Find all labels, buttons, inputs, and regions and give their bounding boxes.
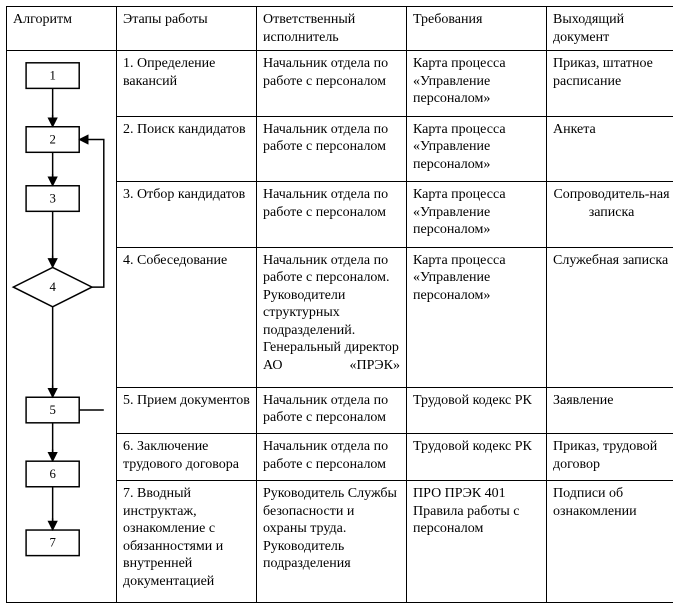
svg-text:6: 6 xyxy=(49,467,55,481)
cell-output: Подписи об ознакомлении xyxy=(547,481,673,603)
cell-requirements: Карта процесса «Управление персоналом» xyxy=(407,116,547,182)
table-header-row: Алгоритм Этапы работы Ответственный испо… xyxy=(7,7,673,51)
svg-text:5: 5 xyxy=(49,403,55,417)
cell-requirements: Карта процесса «Управление персоналом» xyxy=(407,247,547,387)
cell-responsible: Начальник отдела по работе с персоналом xyxy=(257,182,407,248)
cell-requirements: Карта процесса «Управление персоналом» xyxy=(407,182,547,248)
cell-output: Сопроводитель-ная записка xyxy=(547,182,673,248)
cell-output: Приказ, трудовой договор xyxy=(547,434,673,481)
svg-text:1: 1 xyxy=(49,69,55,83)
cell-requirements: Трудовой кодекс РК xyxy=(407,434,547,481)
process-table: Алгоритм Этапы работы Ответственный испо… xyxy=(6,6,673,603)
col-header-responsible: Ответственный исполнитель xyxy=(257,7,407,51)
col-header-requirements: Требования xyxy=(407,7,547,51)
col-header-output: Выходящий документ xyxy=(547,7,673,51)
cell-stage: 6. Заключение трудового договора xyxy=(117,434,257,481)
cell-output: Приказ, штатное расписание xyxy=(547,51,673,117)
col-header-algorithm: Алгоритм xyxy=(7,7,117,51)
cell-stage: 2. Поиск кандидатов xyxy=(117,116,257,182)
cell-requirements: ПРО ПРЭК 401 Правила работы с персоналом xyxy=(407,481,547,603)
cell-responsible: Начальник отдела по работе с персоналом xyxy=(257,387,407,434)
svg-text:7: 7 xyxy=(49,536,56,550)
cell-output: Заявление xyxy=(547,387,673,434)
cell-responsible: Начальник отдела по работе с персоналом xyxy=(257,51,407,117)
cell-output: Служебная записка xyxy=(547,247,673,387)
svg-text:3: 3 xyxy=(49,191,55,205)
table-row: 1234567 1. Определение вакансий Начальни… xyxy=(7,51,673,117)
cell-requirements: Трудовой кодекс РК xyxy=(407,387,547,434)
flowchart-svg: 1 2 3 4 5 6 7 xyxy=(7,51,116,602)
cell-stage: 1. Определение вакансий xyxy=(117,51,257,117)
cell-stage: 7. Вводный инструктаж, ознакомление с об… xyxy=(117,481,257,603)
cell-responsible: Начальник отдела по работе с персоналом xyxy=(257,434,407,481)
cell-output: Анкета xyxy=(547,116,673,182)
cell-responsible: Начальник отдела по работе с персоналом.… xyxy=(257,247,407,387)
cell-responsible: Начальник отдела по работе с персоналом xyxy=(257,116,407,182)
algorithm-flowchart-cell: 1 2 3 4 5 6 7 xyxy=(7,51,117,603)
svg-text:2: 2 xyxy=(49,132,55,146)
svg-text:4: 4 xyxy=(49,280,56,294)
cell-stage: 3. Отбор кандидатов xyxy=(117,182,257,248)
cell-responsible: Руководитель Службы безопасности и охран… xyxy=(257,481,407,603)
cell-requirements: Карта процесса «Управление персоналом» xyxy=(407,51,547,117)
process-table-page: Алгоритм Этапы работы Ответственный испо… xyxy=(0,0,673,609)
cell-stage: 5. Прием документов xyxy=(117,387,257,434)
col-header-stage: Этапы работы xyxy=(117,7,257,51)
cell-stage: 4. Собеседование xyxy=(117,247,257,387)
